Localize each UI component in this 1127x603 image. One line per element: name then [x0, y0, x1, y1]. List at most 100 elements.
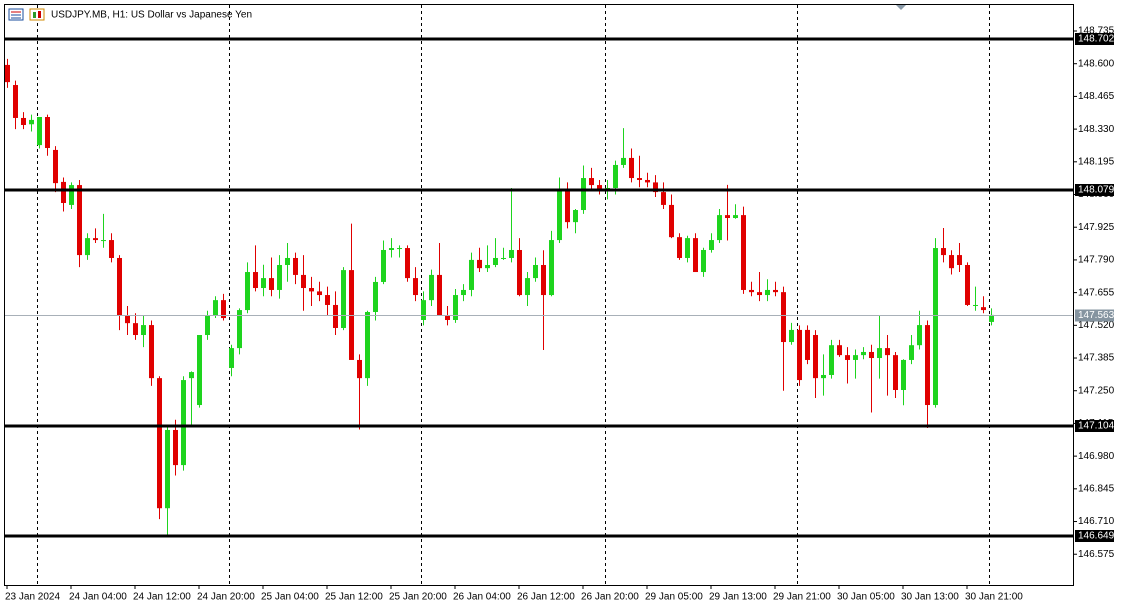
- candle-body: [317, 291, 322, 296]
- candle-body: [141, 325, 146, 336]
- candle-body: [381, 249, 386, 282]
- chart-title: USDJPY.MB, H1: US Dollar vs Japanese Yen: [51, 10, 252, 21]
- candle-body: [77, 185, 82, 256]
- candle-body: [333, 304, 338, 328]
- candle-body: [149, 325, 154, 379]
- candle-body: [69, 185, 74, 205]
- candle-body: [197, 335, 202, 406]
- x-tick-label: 29 Jan 13:00: [709, 592, 767, 603]
- candle-body: [789, 329, 794, 343]
- day-separators: [37, 5, 990, 585]
- candle-body: [941, 248, 946, 256]
- x-tick-label: 29 Jan 21:00: [773, 592, 831, 603]
- candle-body: [781, 292, 786, 343]
- candle-body: [525, 278, 530, 296]
- candle-body: [397, 248, 402, 250]
- x-tick-label: 30 Jan 05:00: [837, 592, 895, 603]
- candle-body: [629, 157, 634, 179]
- candle-body: [653, 182, 658, 193]
- candle-body: [5, 64, 10, 83]
- candle-body: [373, 281, 378, 312]
- candle-body: [157, 378, 162, 509]
- y-tick-label: 147.655: [1078, 287, 1115, 298]
- plot-frame: [4, 4, 1074, 586]
- candle-body: [221, 300, 226, 319]
- y-tick-label: 146.710: [1078, 516, 1115, 527]
- candle-body: [661, 192, 666, 205]
- candle-body: [517, 249, 522, 296]
- candle-body: [301, 274, 306, 289]
- level-label: 147.104: [1078, 421, 1115, 432]
- candle-body: [797, 329, 802, 381]
- candle-body: [93, 238, 98, 241]
- candle-body: [893, 355, 898, 390]
- candle-body: [21, 117, 26, 125]
- candle-body: [125, 315, 130, 324]
- candle-body: [717, 215, 722, 241]
- level-label-box: [1075, 420, 1114, 432]
- candle-body: [173, 429, 178, 466]
- level-label: 148.079: [1078, 185, 1115, 196]
- candle-body: [885, 348, 890, 356]
- candle-body: [773, 289, 778, 293]
- y-tick-label: 146.575: [1078, 549, 1115, 560]
- candle-body: [709, 240, 714, 250]
- candle-body: [981, 307, 986, 311]
- y-tick-label: 146.980: [1078, 451, 1115, 462]
- candle-body: [261, 278, 266, 289]
- candle-body: [693, 238, 698, 273]
- candle-body: [557, 190, 562, 241]
- candle-body: [37, 117, 42, 146]
- candle-body: [701, 249, 706, 273]
- x-tick-label: 26 Jan 04:00: [453, 592, 511, 603]
- candle-body: [421, 300, 426, 320]
- candle-body: [181, 380, 186, 466]
- y-tick-label: 148.735: [1078, 26, 1115, 37]
- x-tick-label: 25 Jan 04:00: [261, 592, 319, 603]
- candle-body: [429, 274, 434, 301]
- candle-body: [869, 351, 874, 359]
- candle-body: [253, 272, 258, 289]
- x-tick-label: 25 Jan 20:00: [389, 592, 447, 603]
- candle-body: [45, 117, 50, 149]
- candle-body: [341, 270, 346, 328]
- y-tick-label: 147.250: [1078, 385, 1115, 396]
- candle-body: [117, 257, 122, 316]
- candle-body: [573, 210, 578, 223]
- candle-body: [269, 278, 274, 290]
- candle-body: [469, 259, 474, 290]
- candle-body: [901, 359, 906, 390]
- icon: [29, 8, 45, 21]
- y-tick-label: 148.600: [1078, 58, 1115, 69]
- candle-body: [677, 237, 682, 258]
- candle-body: [309, 288, 314, 292]
- candle-body: [445, 315, 450, 320]
- candle-body: [13, 85, 18, 118]
- candle-body: [501, 257, 506, 259]
- y-tick-label: 147.790: [1078, 255, 1115, 266]
- candle-body: [949, 255, 954, 269]
- x-tick-label: 24 Jan 20:00: [197, 592, 255, 603]
- candle-body: [589, 178, 594, 186]
- candle-body: [245, 272, 250, 311]
- level-label: 148.702: [1078, 34, 1115, 45]
- candle-body: [389, 248, 394, 250]
- icon: [38, 11, 41, 18]
- candle-body: [909, 345, 914, 360]
- candle-body: [413, 278, 418, 296]
- candle-body: [357, 359, 362, 379]
- candle-body: [205, 315, 210, 336]
- candle-body: [741, 215, 746, 290]
- candle-body: [229, 348, 234, 368]
- candle-body: [581, 178, 586, 211]
- level-label-box: [1075, 530, 1114, 542]
- candle-body: [549, 240, 554, 296]
- candle-body: [29, 119, 34, 125]
- candle-body: [189, 372, 194, 379]
- candle-body: [749, 289, 754, 293]
- y-tick-label: 147.925: [1078, 222, 1115, 233]
- x-tick-label: 23 Jan 2024: [5, 592, 60, 603]
- candle-body: [461, 289, 466, 296]
- candle-body: [837, 345, 842, 356]
